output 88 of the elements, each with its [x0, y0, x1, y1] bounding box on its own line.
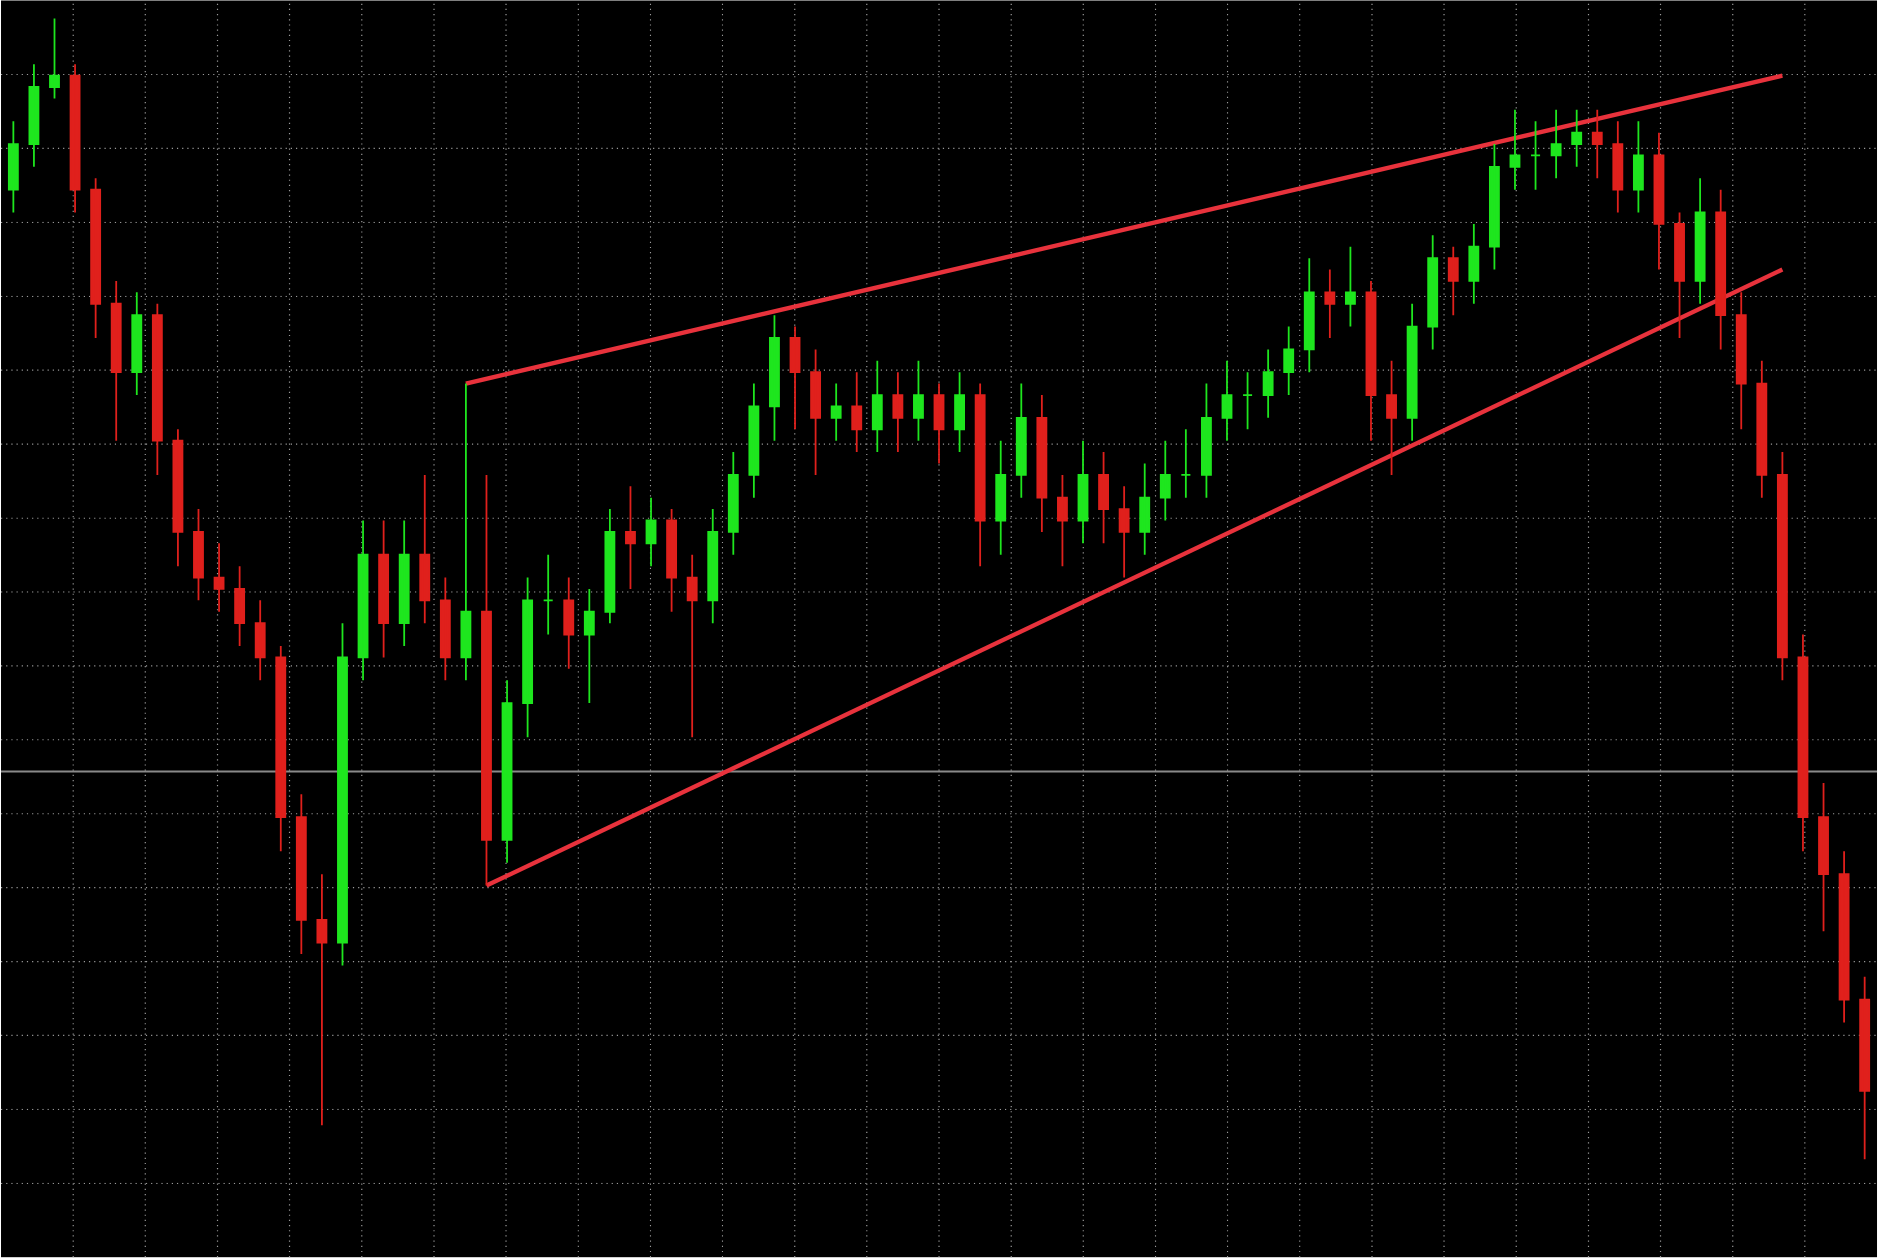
candlestick: [275, 645, 287, 853]
candlestick: [28, 63, 40, 168]
candlestick: [563, 576, 575, 670]
candlestick: [1036, 394, 1048, 533]
candlestick: [583, 588, 595, 704]
candlestick: [439, 576, 451, 682]
candlestick: [995, 439, 1007, 556]
candlestick: [871, 359, 883, 454]
candlestick: [110, 280, 122, 442]
candlestick: [1838, 850, 1850, 1024]
candlestick: [481, 474, 492, 887]
candlestick: [789, 325, 801, 431]
candlestick: [316, 873, 328, 1127]
candlestick: [7, 120, 19, 214]
candlestick: [172, 428, 184, 568]
candlestick: [892, 371, 904, 454]
candlestick: [1694, 177, 1706, 305]
candlestick: [1756, 359, 1768, 499]
candlestick: [1077, 439, 1089, 545]
candlestick: [1386, 359, 1397, 476]
candlestick: [49, 17, 60, 100]
candlestick: [1488, 143, 1500, 271]
candlestick: [193, 508, 204, 602]
candlestick: [604, 508, 616, 625]
candlestick: [357, 519, 369, 682]
candlestick: [213, 542, 225, 613]
candlestick: [748, 382, 760, 499]
candlestick: [1201, 382, 1212, 499]
candlestick: [830, 382, 842, 442]
candlestick: [1427, 234, 1439, 351]
candlestick: [1859, 975, 1871, 1161]
candlestick: [1550, 108, 1562, 180]
candlestick: [1632, 120, 1644, 214]
candlestick: [1221, 359, 1233, 442]
candlestick: [1674, 211, 1685, 339]
candlestick: [1612, 120, 1624, 214]
candlestick: [234, 565, 246, 647]
candlestick: [254, 599, 266, 682]
candlestick: [810, 348, 822, 476]
candlestick: [1242, 371, 1253, 431]
candlestick: [933, 382, 945, 465]
candlestick: [1344, 245, 1356, 328]
candlestick: [378, 519, 390, 659]
candlestick: [645, 496, 657, 568]
candlestick: [1715, 188, 1727, 351]
candlestick: [151, 302, 163, 476]
candlestick: [666, 508, 678, 613]
candlestick: [1180, 428, 1192, 499]
candlestick: [851, 371, 863, 454]
candlestick: [337, 622, 348, 967]
candlestick: [1571, 108, 1583, 168]
candlestick: [974, 382, 986, 568]
candlestick: [1591, 108, 1603, 180]
candlestick: [1118, 485, 1130, 579]
candlestick: [295, 793, 307, 955]
candlestick: [1653, 131, 1665, 271]
candlestick: [398, 519, 410, 647]
candlestick: [90, 177, 102, 339]
candlestick: [1365, 280, 1377, 442]
candlestick: [1735, 291, 1747, 431]
candlestick: [1262, 348, 1274, 419]
candlestick: [131, 291, 143, 396]
candlestick: [1468, 223, 1480, 305]
candlestick: [419, 474, 431, 625]
candlestick: [1509, 108, 1521, 191]
candlestick: [913, 359, 924, 442]
candlestick: [1139, 462, 1151, 556]
candlestick: [1283, 325, 1295, 396]
candlestick: [1015, 382, 1027, 499]
candlestick: [522, 576, 534, 739]
candlestick: [625, 485, 636, 590]
candlestick: [707, 508, 719, 625]
candlestick: [1447, 245, 1459, 317]
candlestick: [1159, 439, 1171, 522]
candlestick: [1057, 474, 1068, 568]
candlestick: [1776, 451, 1788, 682]
candlestick: [1098, 451, 1109, 545]
candlestick: [1818, 782, 1829, 933]
candlestick: [1406, 302, 1418, 442]
candlestick: [769, 314, 780, 442]
candlestick: [727, 451, 739, 556]
candlestick: [1324, 268, 1336, 339]
candlestick: [686, 553, 698, 739]
candlestick: [954, 371, 966, 454]
candlestick: [542, 553, 554, 636]
candlestick: [1303, 257, 1315, 374]
candlestick: [460, 382, 472, 682]
candlestick: [1530, 120, 1541, 191]
